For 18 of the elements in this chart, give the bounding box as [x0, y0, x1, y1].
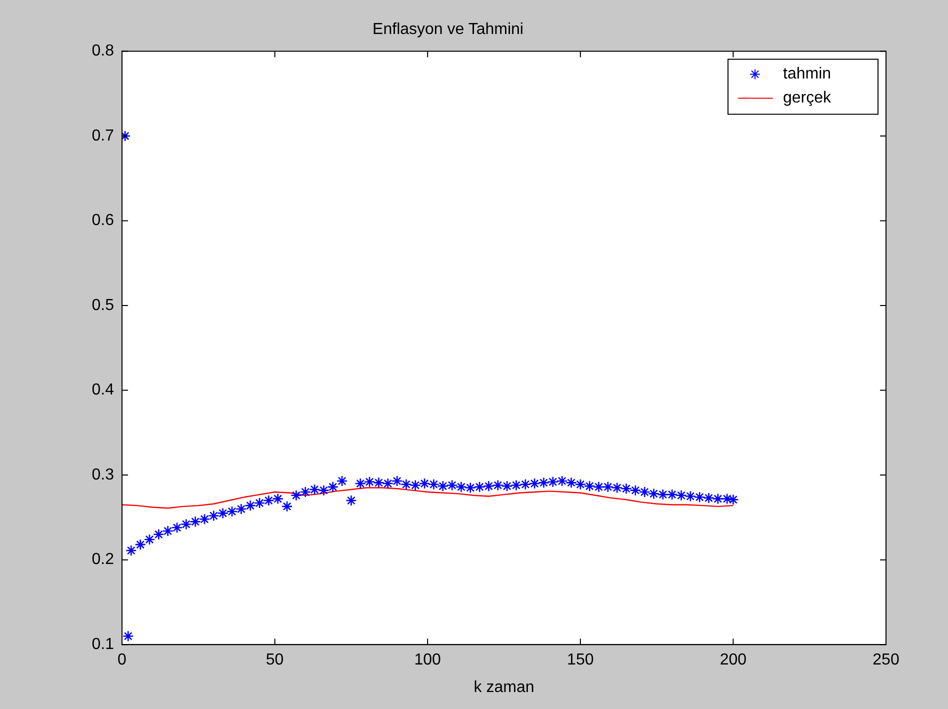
legend-label: gerçek — [783, 90, 832, 107]
y-tick-label: 0.4 — [92, 382, 114, 399]
y-tick-label: 0.5 — [92, 296, 114, 314]
y-tick-label: 0.7 — [92, 127, 114, 144]
legend-label: tahmin — [783, 66, 832, 83]
x-tick-label: 250 — [872, 652, 900, 669]
x-axis-title: k zaman — [474, 678, 534, 696]
x-tick-label: 100 — [414, 652, 442, 669]
x-tick-label: 200 — [720, 652, 747, 669]
x-tick-label: 0 — [118, 652, 127, 669]
y-tick-label: 0.3 — [92, 466, 114, 484]
chart-title: Enflasyon ve Tahmini — [372, 21, 524, 38]
y-tick-label: 0.1 — [92, 636, 114, 654]
y-tick-label: 0.2 — [92, 551, 114, 568]
x-tick-label: 50 — [266, 652, 284, 669]
y-tick-label: 0.8 — [92, 42, 114, 60]
x-tick-label: 150 — [567, 652, 594, 669]
y-tick-label: 0.6 — [92, 212, 114, 230]
